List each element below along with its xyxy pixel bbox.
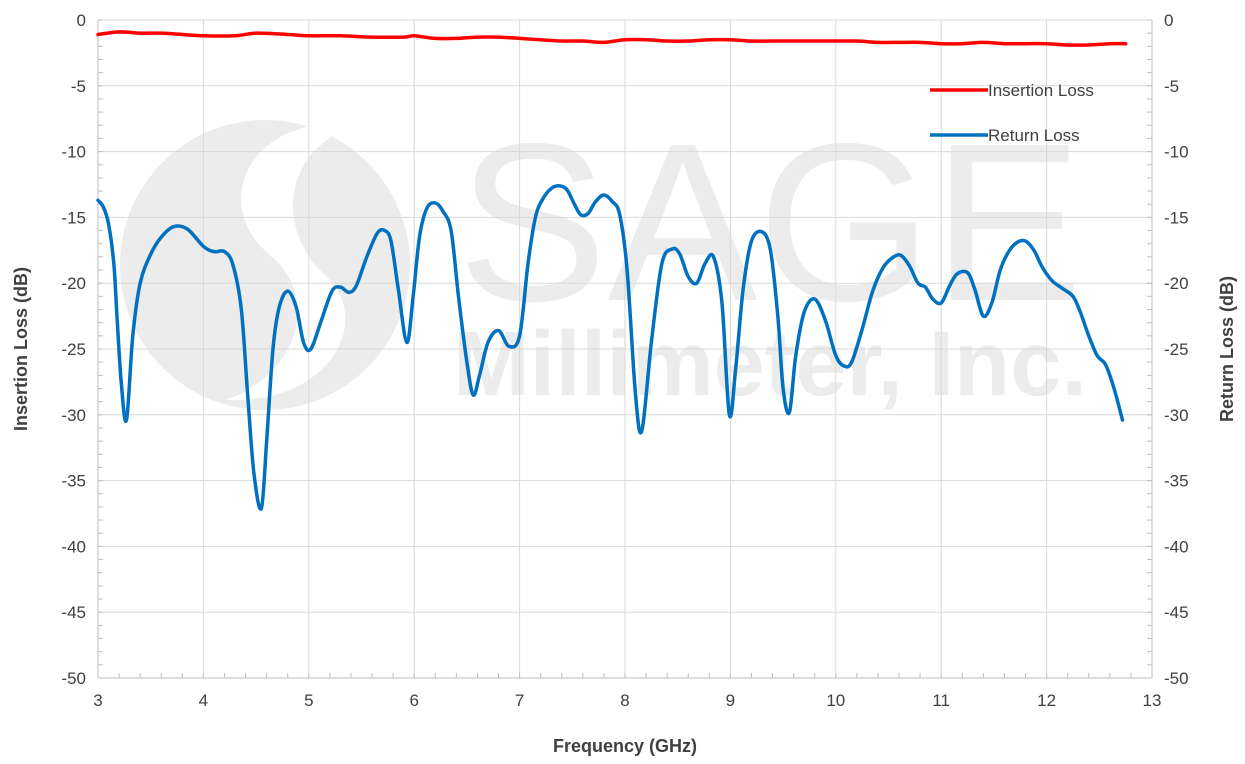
y-tick-label-right: -35 bbox=[1164, 472, 1189, 491]
legend: Insertion Loss Return Loss bbox=[930, 81, 1094, 145]
watermark-company: Millimeter, Inc. bbox=[453, 313, 1087, 415]
series-lines bbox=[96, 30, 1128, 511]
y-tick-label-right: -20 bbox=[1164, 274, 1189, 293]
y-tick-label-right: 0 bbox=[1164, 11, 1173, 30]
tick-labels: 3 4 5 6 7 8 9 10 11 12 13 0 -5 -10 -15 -20 -25 -30 -35 -40 -… bbox=[61, 11, 1188, 710]
y-tick-label-left: -10 bbox=[61, 143, 86, 162]
y-tick-label-right: -45 bbox=[1164, 603, 1189, 622]
x-tick-label: 9 bbox=[726, 691, 735, 710]
y-tick-label-left: -35 bbox=[61, 472, 86, 491]
y-tick-label-left: -30 bbox=[61, 406, 86, 425]
x-tick-label: 4 bbox=[199, 691, 208, 710]
x-tick-label: 8 bbox=[620, 691, 629, 710]
watermark-swoosh bbox=[225, 125, 346, 401]
x-tick-label: 6 bbox=[409, 691, 418, 710]
y-tick-label-right: -10 bbox=[1164, 143, 1189, 162]
x-tick-label: 5 bbox=[304, 691, 313, 710]
y-tick-label-right: -5 bbox=[1164, 77, 1179, 96]
y-tick-label-left: -50 bbox=[61, 669, 86, 688]
x-tick-label: 7 bbox=[515, 691, 524, 710]
x-tick-label: 13 bbox=[1143, 691, 1162, 710]
y-tick-label-left: -45 bbox=[61, 603, 86, 622]
y-axis-title-right: Return Loss (dB) bbox=[1217, 276, 1237, 422]
legend-label-return-loss: Return Loss bbox=[988, 126, 1080, 145]
series-line-insertion-loss bbox=[96, 30, 1128, 47]
series-line-return-loss bbox=[96, 184, 1125, 511]
y-tick-label-left: 0 bbox=[77, 11, 86, 30]
y-tick-label-right: -30 bbox=[1164, 406, 1189, 425]
axes bbox=[97, 19, 1153, 679]
y-axis-title-left: Insertion Loss (dB) bbox=[11, 267, 31, 431]
y-tick-label-left: -40 bbox=[61, 537, 86, 556]
y-tick-label-right: -15 bbox=[1164, 208, 1189, 227]
y-tick-label-right: -50 bbox=[1164, 669, 1189, 688]
x-axis-title: Frequency (GHz) bbox=[553, 736, 697, 756]
y-tick-label-left: -15 bbox=[61, 208, 86, 227]
legend-label-insertion-loss: Insertion Loss bbox=[988, 81, 1094, 100]
y-tick-label-right: -25 bbox=[1164, 340, 1189, 359]
y-tick-label-right: -40 bbox=[1164, 537, 1189, 556]
x-tick-label: 3 bbox=[93, 691, 102, 710]
x-tick-label: 10 bbox=[826, 691, 845, 710]
y-tick-label-left: -20 bbox=[61, 274, 86, 293]
x-tick-label: 11 bbox=[932, 691, 950, 710]
x-tick-label: 12 bbox=[1037, 691, 1056, 710]
y-tick-label-left: -5 bbox=[71, 77, 86, 96]
y-tick-label-left: -25 bbox=[61, 340, 86, 359]
